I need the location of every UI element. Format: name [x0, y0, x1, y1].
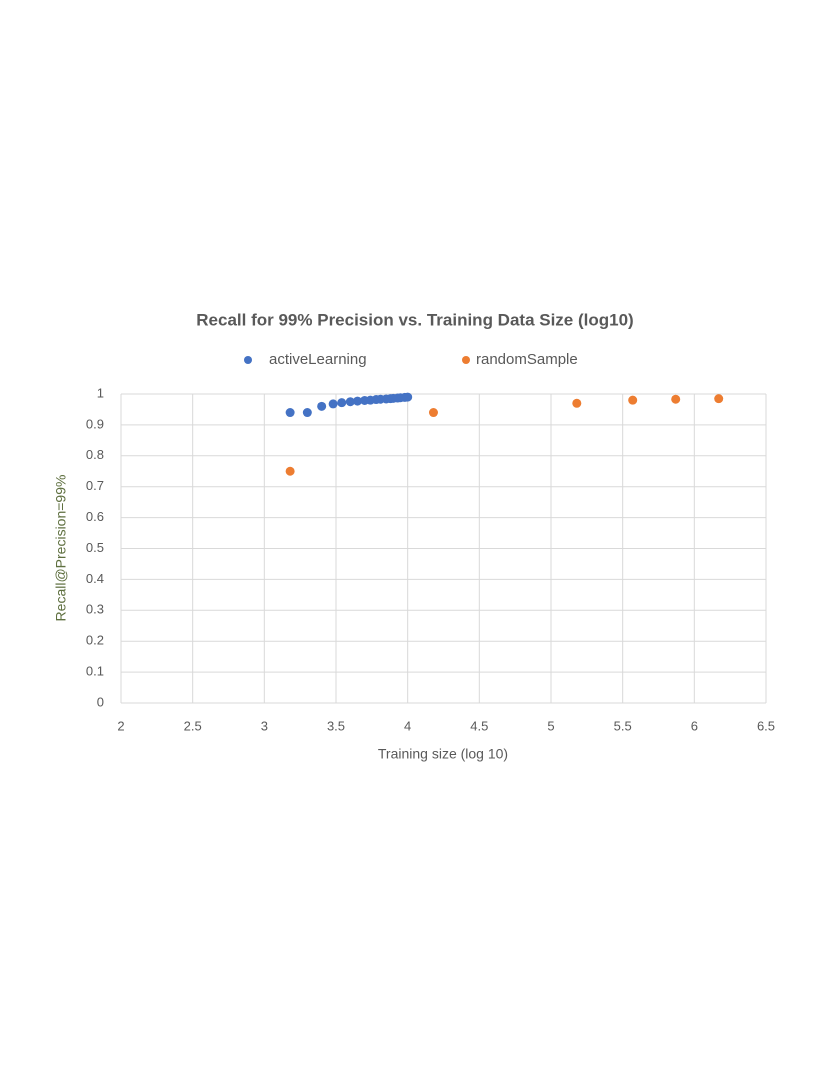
y-tick-label: 1 [97, 385, 104, 400]
legend-marker [244, 356, 252, 364]
y-tick-label: 0.4 [86, 571, 104, 586]
y-tick-label: 0.8 [86, 447, 104, 462]
y-tick-label: 0.3 [86, 602, 104, 617]
x-tick-label: 4.5 [470, 718, 488, 733]
y-tick-label: 0.1 [86, 664, 104, 679]
data-point [285, 466, 295, 476]
data-point [302, 408, 312, 418]
x-tick-label: 2 [117, 718, 124, 733]
chart-title: Recall for 99% Precision vs. Training Da… [196, 310, 633, 329]
y-tick-label: 0.9 [86, 416, 104, 431]
x-tick-label: 3 [261, 718, 268, 733]
y-tick-label: 0.7 [86, 478, 104, 493]
legend-label: activeLearning [269, 351, 367, 368]
data-point [328, 399, 338, 409]
data-point [714, 394, 724, 404]
y-tick-label: 0.6 [86, 509, 104, 524]
data-point [428, 408, 438, 418]
data-point [628, 395, 638, 405]
x-tick-label: 6.5 [757, 718, 775, 733]
legend-marker [462, 356, 470, 364]
data-point [285, 408, 295, 418]
x-tick-label: 2.5 [184, 718, 202, 733]
x-tick-label: 3.5 [327, 718, 345, 733]
data-point [671, 394, 681, 404]
data-point [337, 398, 347, 408]
x-tick-label: 5 [547, 718, 554, 733]
y-tick-label: 0 [97, 694, 104, 709]
x-tick-label: 6 [691, 718, 698, 733]
y-tick-label: 0.2 [86, 633, 104, 648]
y-axis-label: Recall@Precision=99% [53, 475, 69, 622]
data-point [317, 401, 327, 411]
data-point [345, 397, 355, 407]
x-tick-label: 4 [404, 718, 411, 733]
data-point [572, 398, 582, 408]
data-point [403, 392, 413, 402]
y-tick-label: 0.5 [86, 540, 104, 555]
data-point [353, 396, 362, 406]
x-tick-label: 5.5 [614, 718, 632, 733]
x-axis-label: Training size (log 10) [378, 746, 508, 762]
legend-label: randomSample [476, 351, 578, 368]
